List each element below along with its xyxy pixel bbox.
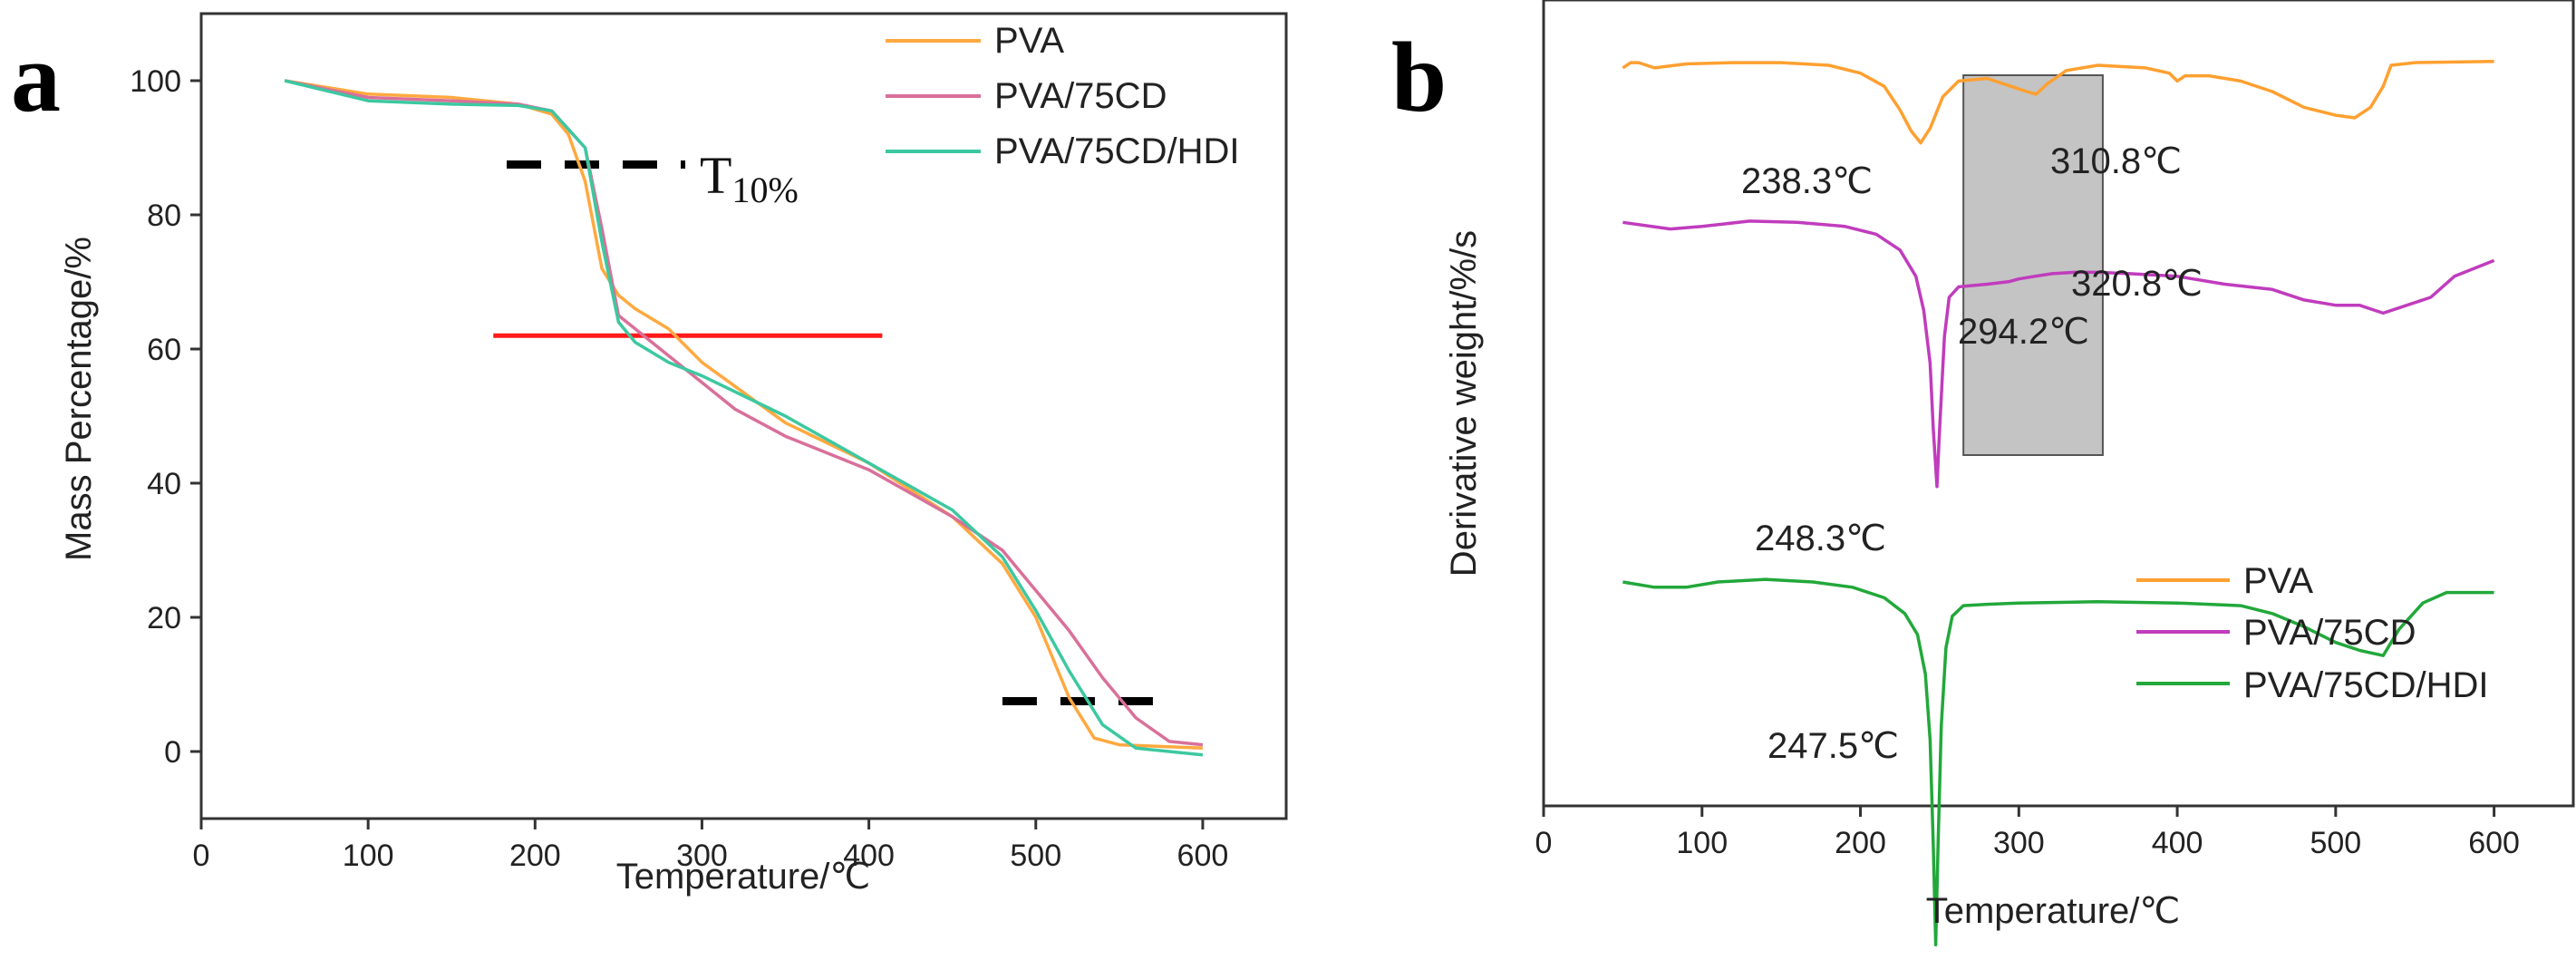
peak-label-248: 248.3℃ bbox=[1755, 519, 1886, 558]
t10-main: T bbox=[700, 146, 731, 205]
legend-b-pva75cd-label: PVA/75CD bbox=[2243, 613, 2416, 653]
legend-a-pva75cd-label: PVA/75CD bbox=[994, 76, 1167, 116]
b-series-line-pva bbox=[1622, 59, 2494, 145]
b-series-line-pva-75cd bbox=[1622, 219, 2495, 489]
a-ytick-label-1: 20 bbox=[147, 601, 181, 635]
b-xtick-label-0: 0 bbox=[1535, 826, 1553, 860]
a-xtick-label-1: 100 bbox=[343, 839, 394, 873]
a-xtick-label-0: 0 bbox=[193, 839, 210, 873]
panel-a-legend: PVA PVA/75CD PVA/75CD/HDI bbox=[886, 21, 1239, 171]
panel-a-frame bbox=[199, 12, 1288, 820]
a-xtick-label-6: 600 bbox=[1177, 839, 1229, 873]
panel-b-xlabel: Temperature/℃ bbox=[1926, 891, 2181, 931]
panel-a-chart: 0 100 200 300 400 500 600 0 20 40 60 80 100 T10% PV… bbox=[59, 12, 1288, 897]
b-xtick-label-3: 300 bbox=[1993, 826, 2045, 860]
legend-a-pva-label: PVA bbox=[994, 21, 1064, 61]
legend-b-pva75cdhdi-label: PVA/75CD/HDI bbox=[2243, 665, 2488, 705]
a-xtick-label-5: 500 bbox=[1010, 839, 1061, 873]
a-xtick-label-3: 300 bbox=[676, 839, 728, 873]
panel-a-letter: a bbox=[11, 22, 61, 132]
peak-label-238: 238.3℃ bbox=[1741, 161, 1873, 201]
panel-b-frame bbox=[1542, 0, 2575, 808]
legend-a-pva75cdhdi-label: PVA/75CD/HDI bbox=[994, 131, 1239, 171]
t10-annotation: T10% bbox=[700, 146, 799, 210]
peak-label-310: 310.8℃ bbox=[2050, 141, 2182, 181]
b-series-line-pva-75cd-hdi bbox=[1622, 577, 2494, 946]
b-xtick-label-1: 100 bbox=[1676, 826, 1728, 860]
peak-label-320: 320.8℃ bbox=[2071, 264, 2203, 304]
peak-label-294: 294.2℃ bbox=[1958, 312, 2089, 352]
peak-label-247: 247.5℃ bbox=[1767, 726, 1899, 766]
t10-subscript: 10% bbox=[731, 170, 798, 210]
b-xtick-label-4: 400 bbox=[2152, 826, 2203, 860]
a-ytick-label-4: 80 bbox=[147, 199, 181, 233]
a-xtick-label-2: 200 bbox=[509, 839, 561, 873]
panel-b-legend: PVA PVA/75CD PVA/75CD/HDI bbox=[2136, 561, 2488, 705]
panel-b-letter: b bbox=[1391, 22, 1447, 132]
panel-a-ylabel: Mass Percentage/% bbox=[59, 237, 99, 561]
b-xtick-label-5: 500 bbox=[2310, 826, 2361, 860]
a-ytick-label-3: 60 bbox=[147, 333, 181, 367]
a-ytick-label-2: 40 bbox=[147, 467, 181, 501]
panel-a-xlabel: Temperature/℃ bbox=[616, 857, 871, 897]
panel-b-chart: 0 100 200 300 400 500 600 238.3℃ 310.8℃ 320.8℃… bbox=[1444, 0, 2575, 946]
b-xtick-label-2: 200 bbox=[1835, 826, 1886, 860]
a-series-line-pva-75cd-hdi bbox=[284, 79, 1204, 757]
panel-b-ylabel: Derivative weight/%/s bbox=[1444, 230, 1484, 577]
a-xtick-label-4: 400 bbox=[843, 839, 895, 873]
legend-b-pva-label: PVA bbox=[2243, 561, 2313, 601]
a-ytick-label-0: 0 bbox=[164, 735, 181, 770]
b-xtick-label-6: 600 bbox=[2468, 826, 2520, 860]
a-ytick-label-5: 100 bbox=[130, 64, 181, 99]
highlight-box bbox=[1962, 74, 2104, 456]
